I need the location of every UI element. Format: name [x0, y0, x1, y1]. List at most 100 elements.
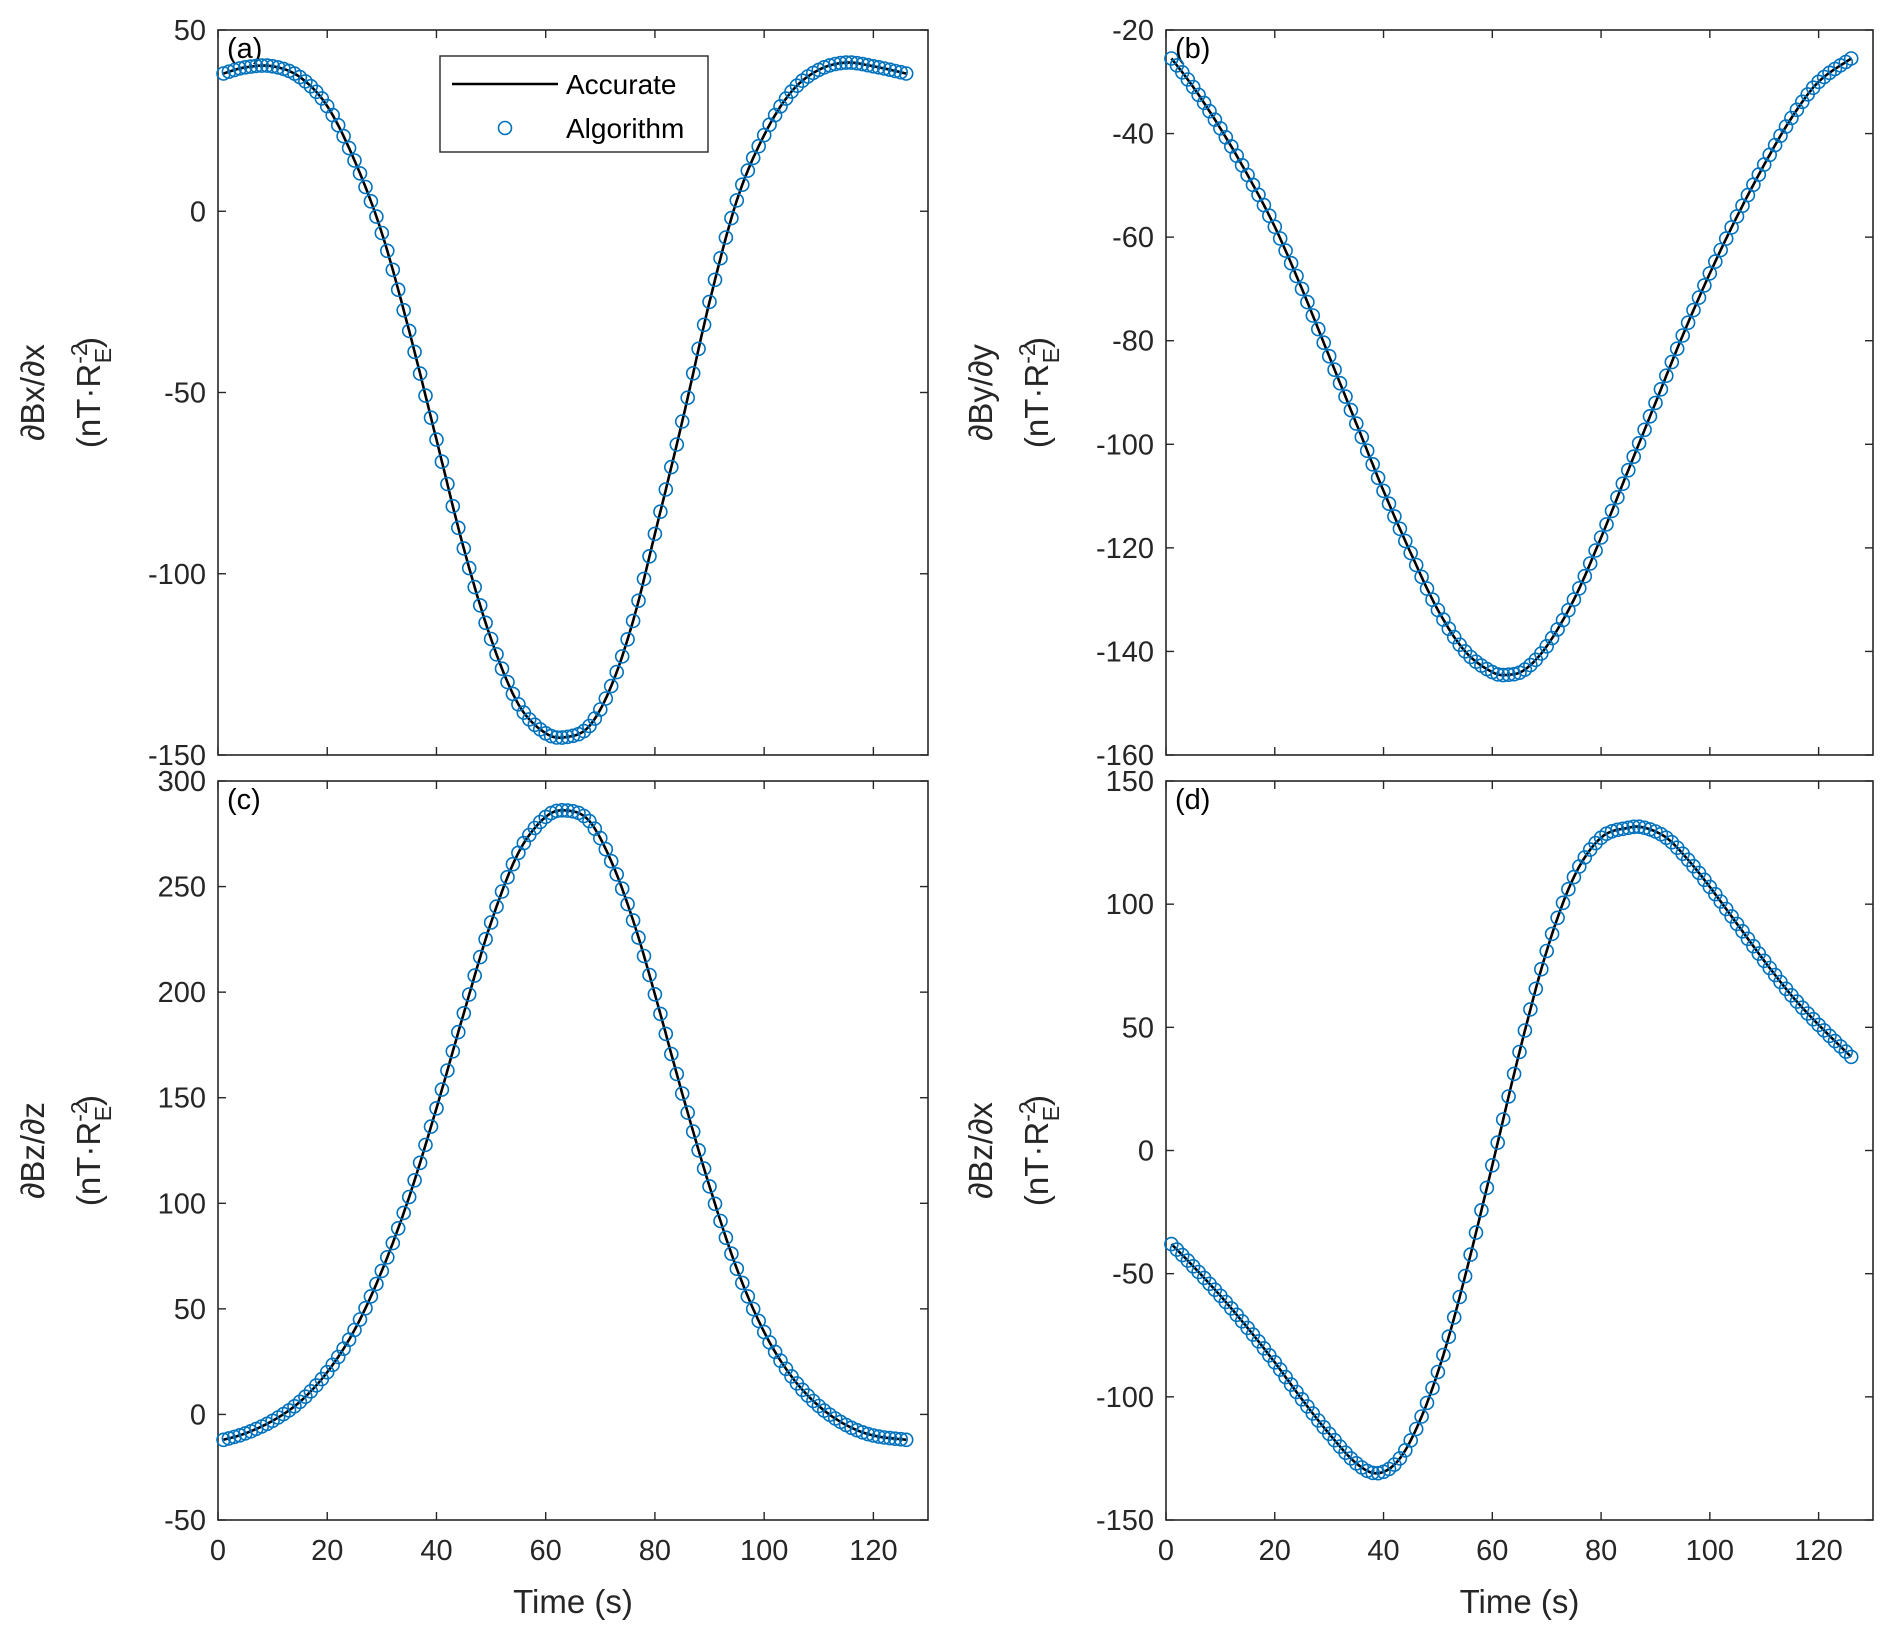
algorithm-point [390, 1221, 406, 1236]
panel-label: (c) [227, 784, 261, 816]
algorithm-point [620, 896, 635, 912]
y-tick-label: 0 [190, 1399, 206, 1431]
algorithm-point [603, 853, 619, 869]
algorithm-point [805, 1393, 821, 1409]
algorithm-point [358, 179, 373, 195]
unit-subscript: E [90, 1106, 116, 1121]
algorithm-point [625, 613, 641, 629]
algorithm-point [1425, 1380, 1440, 1396]
algorithm-point [609, 867, 625, 882]
algorithm-point [849, 55, 865, 71]
algorithm-point [1664, 354, 1680, 370]
algorithm-point [1838, 1044, 1854, 1059]
x-axis-label: Time (s) [513, 1583, 633, 1620]
algorithm-point [1403, 545, 1418, 561]
algorithm-point [494, 884, 510, 899]
y-tick-label: 150 [158, 1083, 206, 1115]
algorithm-point [576, 808, 592, 824]
algorithm-point [669, 1066, 685, 1082]
algorithm-point [1539, 943, 1554, 959]
unit-close: ) [70, 1095, 107, 1106]
algorithm-point [330, 1349, 346, 1365]
algorithm-point [1718, 901, 1734, 917]
algorithm-point [647, 526, 663, 542]
algorithm-point [582, 718, 597, 734]
algorithm-point [369, 1276, 384, 1292]
algorithm-point [860, 57, 876, 73]
algorithm-point [696, 317, 712, 333]
algorithm-point [1403, 1433, 1418, 1448]
algorithm-point [336, 128, 351, 144]
algorithm-point [636, 948, 652, 964]
unit-base: (nT·R [70, 1122, 107, 1206]
algorithm-point [374, 225, 390, 241]
algorithm-point [598, 691, 614, 706]
algorithm-point [1610, 822, 1625, 838]
y-tick-label: -100 [1096, 1382, 1154, 1414]
algorithm-point [1392, 1451, 1408, 1466]
algorithm-point [1593, 530, 1609, 545]
algorithm-point [500, 674, 515, 690]
algorithm-point [1164, 1236, 1179, 1252]
algorithm-point [1419, 1395, 1435, 1411]
algorithm-point [1272, 1362, 1288, 1377]
algorithm-point [483, 915, 499, 930]
algorithm-point [1708, 886, 1723, 902]
algorithm-point [1354, 429, 1370, 445]
x-tick-label: 60 [530, 1535, 562, 1567]
y-tick-label: -80 [1112, 326, 1154, 358]
unit-base: (nT·R [70, 364, 107, 448]
algorithm-point [379, 243, 395, 259]
algorithm-point [1659, 368, 1674, 384]
algorithm-point [1414, 569, 1429, 585]
algorithm-point [1452, 1289, 1467, 1305]
algorithm-point [1370, 470, 1386, 486]
x-tick-label: 0 [1158, 1535, 1174, 1567]
algorithm-point [1686, 302, 1701, 318]
x-tick-label: 60 [1476, 1535, 1508, 1567]
algorithm-point [1697, 278, 1712, 293]
algorithm-point [685, 365, 701, 381]
algorithm-point [1474, 1203, 1489, 1218]
algorithm-point [702, 1179, 717, 1194]
algorithm-point [718, 1230, 734, 1245]
algorithm-point [822, 58, 838, 73]
algorithm-point [511, 696, 526, 712]
algorithm-point [1495, 1112, 1511, 1127]
algorithm-point [265, 59, 280, 74]
algorithm-point [489, 899, 504, 914]
algorithm-point [319, 1364, 335, 1380]
algorithm-point [440, 476, 455, 492]
algorithm-point [1664, 834, 1680, 850]
algorithm-point [418, 388, 433, 403]
algorithm-point [1604, 823, 1620, 839]
y-tick-label: -50 [164, 378, 206, 410]
algorithm-point [238, 60, 253, 75]
algorithm-point [1463, 1247, 1478, 1262]
algorithm-series-markers [216, 802, 914, 1448]
algorithm-point [478, 615, 493, 631]
unit-base: (nT·R [1018, 1122, 1055, 1206]
algorithm-point [855, 56, 870, 72]
algorithm-point [445, 1044, 461, 1059]
algorithm-point [221, 1431, 237, 1446]
algorithm-point [450, 520, 466, 536]
algorithm-point [1713, 894, 1728, 909]
algorithm-point [243, 59, 259, 74]
algorithm-point [1289, 1384, 1304, 1400]
y-axis-unit-label: (nT·R-2E) [66, 1095, 116, 1206]
algorithm-point [833, 55, 848, 71]
algorithm-point [560, 729, 575, 745]
algorithm-point [1577, 568, 1593, 584]
algorithm-point [461, 560, 477, 576]
unit-superscript: -2 [1014, 1101, 1040, 1121]
unit-close: ) [1018, 337, 1055, 348]
unit-close: ) [70, 337, 107, 348]
algorithm-point [882, 62, 898, 77]
algorithm-point [500, 869, 515, 885]
algorithm-point [658, 482, 674, 497]
x-axis-label: Time (s) [1460, 1583, 1580, 1620]
algorithm-point [456, 541, 472, 556]
algorithm-point [614, 649, 630, 664]
